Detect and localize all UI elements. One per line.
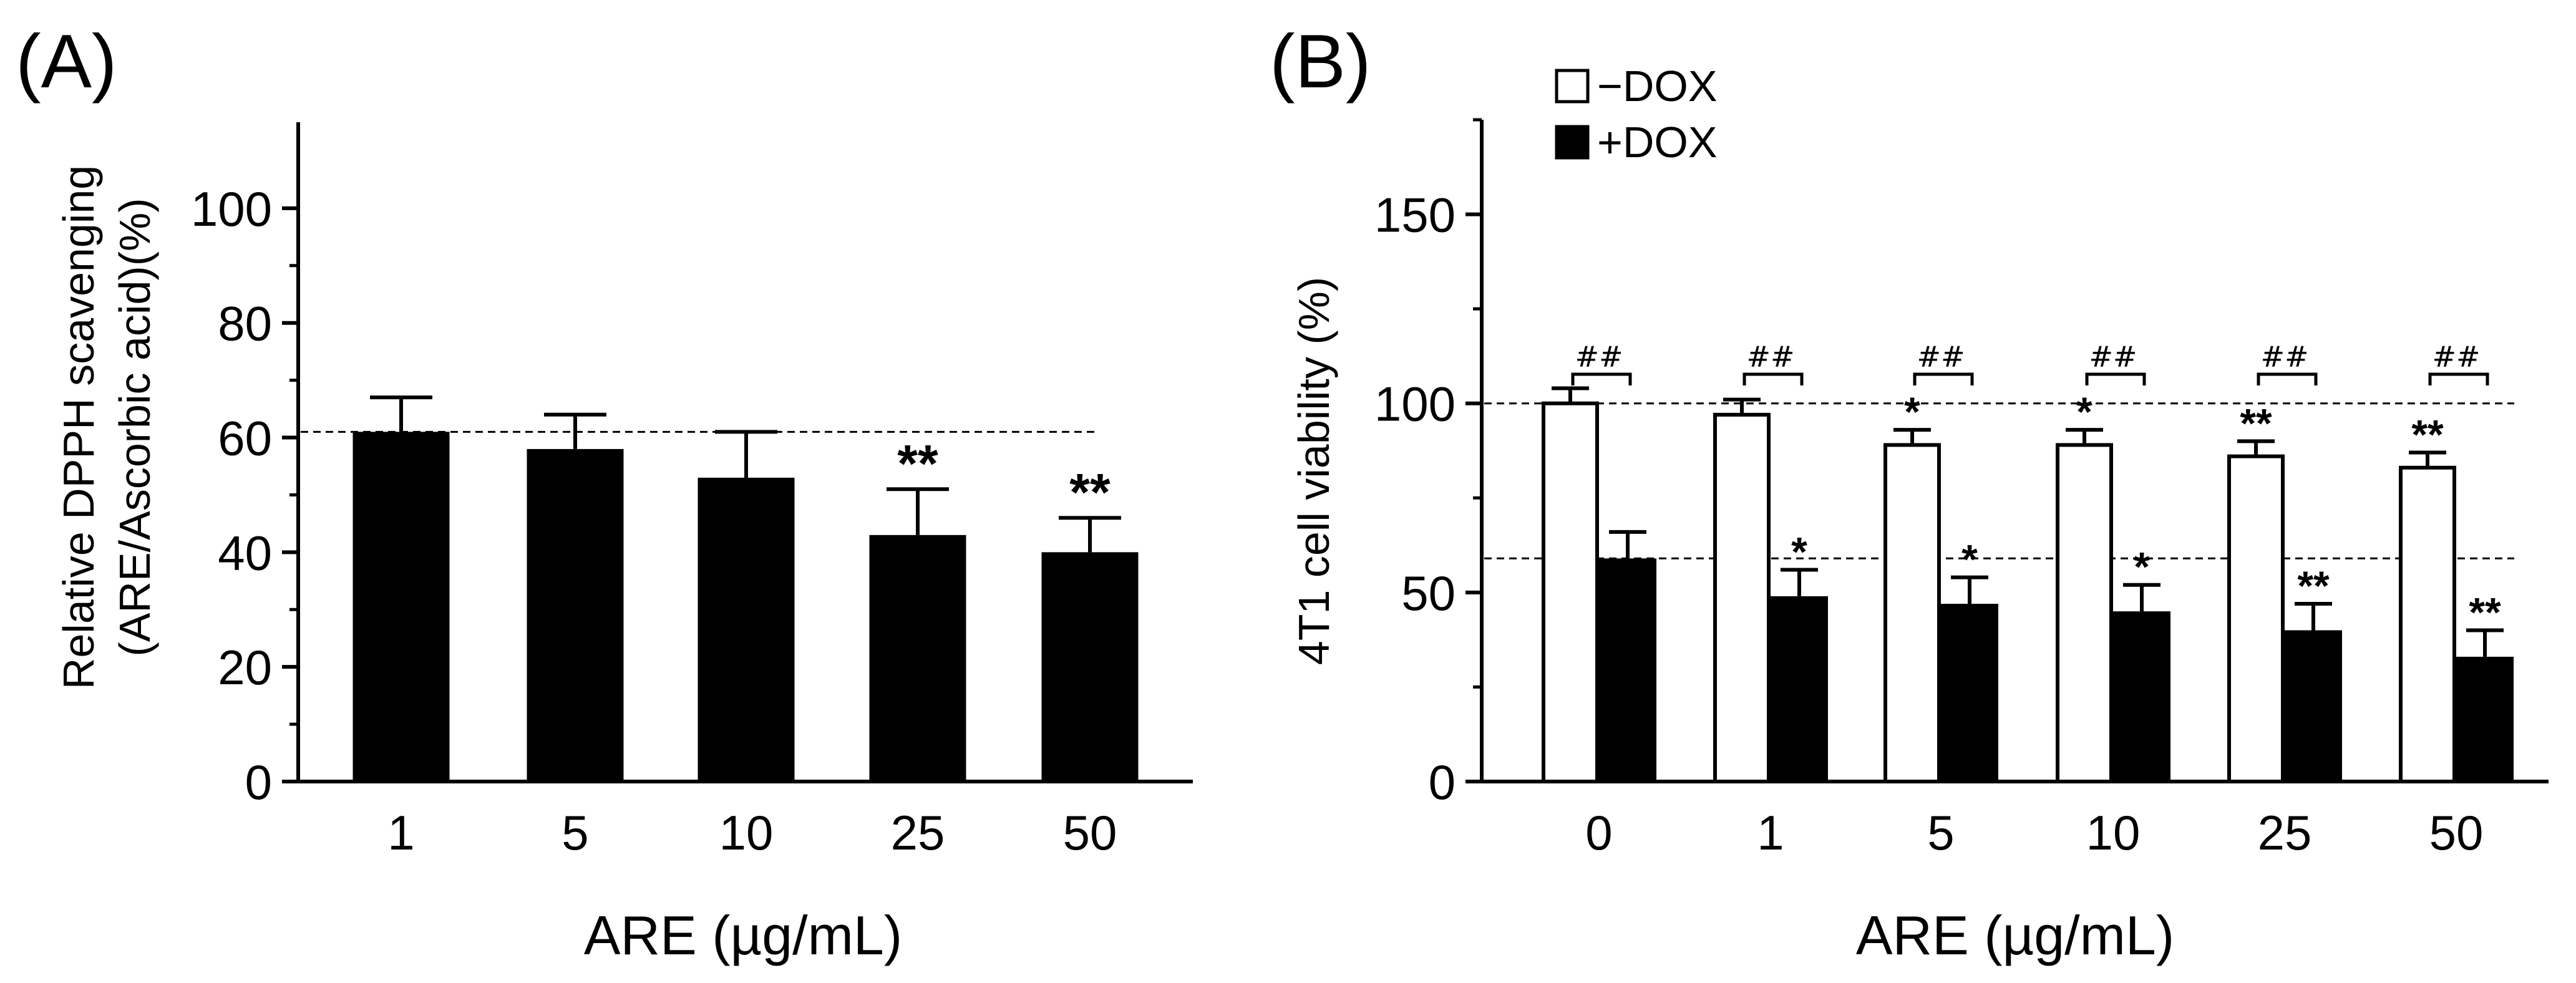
panel-b-pair-bracket	[1571, 372, 1632, 385]
panel-b-x-tick-label: 5	[1927, 805, 1954, 860]
panel-b-label: (B)	[1270, 19, 1371, 104]
panel-b-minus-dox-bar	[2399, 465, 2456, 783]
panel-b-x-tick-label: 1	[1757, 805, 1784, 860]
panel-b-plus-dox-bar	[2456, 656, 2514, 782]
panel-b-minus-dox-bar	[2227, 454, 2285, 783]
panel-b-plus-dox-bar	[2113, 611, 2170, 782]
panel-b-pair-significance: ##	[2260, 340, 2308, 374]
panel-a-y-tick-label: 60	[218, 411, 272, 466]
panel-b-pair-significance: ##	[2089, 340, 2137, 374]
panel-a-x-tick-label: 10	[719, 805, 774, 860]
panel-a-label: (A)	[16, 19, 117, 104]
panel-b-pair-bracket	[1913, 372, 1974, 385]
panel-a-y-tick-label: 0	[245, 755, 272, 810]
panel-b-y-tick-label: 0	[1429, 755, 1456, 810]
panel-b-x-tick-label: 50	[2429, 805, 2484, 860]
panel-b-minus-dox-significance: *	[2076, 389, 2092, 435]
panel-b-minus-dox-bar	[1883, 443, 1941, 783]
legend-label-minus-dox: −DOX	[1597, 62, 1718, 110]
panel-b-plus-dox-significance: *	[1961, 536, 1978, 583]
panel-a-plot: 0 20 40 60 80 100 1 5 10 ** 25 ** 50	[191, 122, 1193, 860]
panel-b-pair-bracket	[2257, 372, 2318, 385]
panel-b-x-tick-label: 0	[1585, 805, 1612, 860]
panel-a-y-tick-label: 80	[218, 296, 272, 351]
panel-b-minus-dox-bar	[2056, 443, 2113, 783]
panel-a-xlabel: ARE (µg/mL)	[584, 904, 902, 966]
panel-b-ylabel: 4T1 cell viability (%)	[1290, 277, 1338, 665]
legend-swatch-minus-dox	[1555, 69, 1590, 104]
legend-label-plus-dox: +DOX	[1597, 118, 1718, 167]
panel-b-pair-bracket	[1742, 372, 1804, 385]
panel-b-plus-dox-bar	[1941, 604, 1998, 782]
panel-a-x-tick-label: 1	[387, 805, 414, 860]
panel-b-minus-dox-significance: **	[2411, 412, 2444, 458]
panel-b-minus-dox-significance: *	[1904, 389, 1920, 435]
panel-a-bar	[1041, 552, 1139, 782]
panel-b-pair-significance: ##	[1917, 340, 1965, 374]
panel-b-minus-dox-bar	[1542, 401, 1599, 783]
panel-b-minus-dox-bar	[1713, 412, 1771, 783]
panel-a-x-tick-label: 50	[1063, 805, 1117, 860]
panel-b-pair-significance: ##	[2432, 340, 2480, 374]
panel-a-bar	[697, 477, 795, 782]
panel-a-significance: **	[1069, 463, 1111, 521]
panel-a-ylabel-line2: (ARE/Ascorbic acid)(%)	[110, 198, 159, 656]
panel-b-plus-dox-bar	[2285, 630, 2342, 782]
panel-b-pair-significance: ##	[1575, 340, 1623, 374]
panel-b-y-tick-label: 100	[1374, 377, 1456, 432]
panel-b-pair-bracket	[2428, 372, 2489, 385]
panel-b-x-tick-label: 25	[2258, 805, 2312, 860]
panel-a-significance: **	[897, 434, 938, 493]
panel-a-x-tick-label: 5	[561, 805, 588, 860]
panel-a-bar	[869, 535, 966, 782]
panel-a-y-tick-label: 20	[218, 640, 272, 695]
panel-b-plus-dox-significance: **	[2469, 589, 2501, 635]
panel-a-y-tick-label: 100	[191, 182, 272, 236]
panel-b-plus-dox-significance: *	[1791, 528, 1807, 574]
panel-a-y-tick-label: 40	[218, 525, 272, 580]
panel-a-x-tick-label: 25	[891, 805, 945, 860]
panel-b-plus-dox-significance: **	[2297, 563, 2330, 609]
panel-b-pair-bracket	[2085, 372, 2146, 385]
panel-b-plot: 050100150##0*##1**##5**##10****##25****#…	[1374, 118, 2549, 860]
panel-b-plus-dox-significance: *	[2134, 544, 2150, 590]
panel-b-plus-dox-bar	[1771, 596, 1828, 782]
panel-b-y-tick-label: 50	[1401, 566, 1456, 621]
panel-a-bar	[352, 432, 450, 782]
panel-b-xlabel: ARE (µg/mL)	[1856, 904, 2174, 966]
panel-b-plus-dox-bar	[1599, 558, 1656, 782]
panel-b-x-tick-label: 10	[2086, 805, 2141, 860]
panel-b-pair-significance: ##	[1746, 340, 1794, 374]
panel-a-bar	[527, 448, 624, 782]
legend-swatch-plus-dox	[1555, 125, 1590, 160]
panel-a-ylabel-line1: Relative DPPH scavenging	[54, 165, 103, 689]
panel-b-minus-dox-significance: **	[2240, 400, 2272, 446]
panel-b-y-tick-label: 150	[1374, 188, 1456, 243]
